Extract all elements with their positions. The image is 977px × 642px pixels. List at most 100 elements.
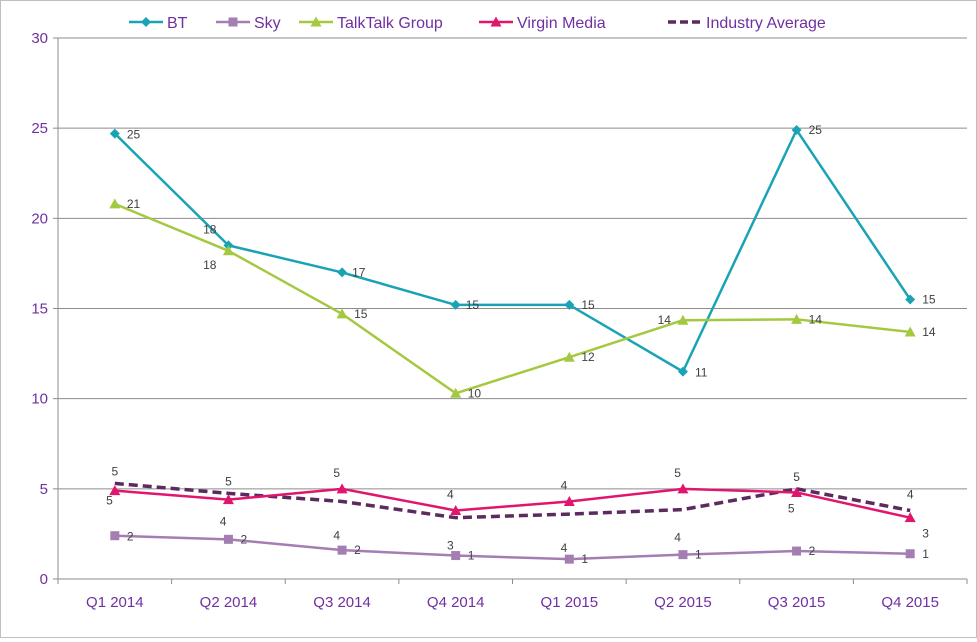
point-sky-3: [451, 551, 461, 561]
point-talktalk-group-3: [450, 387, 462, 398]
grid-layer: [58, 37, 967, 490]
legend-marker-bt: [141, 17, 151, 27]
series-line-virgin-media: [114, 487, 911, 519]
data-label-industry-average-7: 4: [907, 487, 914, 501]
point-bt-3: [450, 299, 461, 310]
data-label-industry-average-5: 4: [674, 531, 681, 545]
point-sky-0: [110, 531, 120, 541]
point-sky-7: [905, 549, 915, 559]
point-virgin-media-4: [563, 495, 575, 506]
point-virgin-media-6: [791, 486, 803, 497]
data-label-sky-0: 2: [127, 530, 134, 544]
series-talktalk-group: [109, 198, 916, 398]
point-bt-0: [109, 128, 120, 139]
data-label-virgin-media-2: 5: [333, 466, 340, 480]
legend-label-bt: BT: [167, 15, 188, 32]
y-tick-label-20: 20: [31, 210, 48, 227]
point-virgin-media-5: [677, 483, 689, 494]
data-label-virgin-media-4: 4: [561, 478, 568, 492]
data-label-industry-average-0: 5: [111, 464, 118, 478]
data-label-industry-average-4: 4: [561, 541, 568, 555]
series-line-sky: [114, 534, 911, 561]
point-bt-4: [564, 299, 575, 310]
point-talktalk-group-6: [791, 313, 803, 324]
x-tick-label-3: Q4 2014: [427, 594, 485, 611]
data-label-sky-6: 2: [809, 544, 816, 558]
data-label-bt-1: 18: [203, 222, 217, 236]
data-label-bt-4: 15: [581, 298, 595, 312]
data-label-talktalk-group-0: 21: [127, 197, 141, 211]
x-tick-label-7: Q4 2015: [881, 594, 939, 611]
x-tick-label-1: Q2 2014: [200, 594, 258, 611]
legend-item-industry-average: Industry Average: [668, 15, 826, 32]
legend-marker-sky: [228, 17, 238, 27]
point-virgin-media-3: [450, 504, 462, 515]
legend-item-talktalk-group: TalkTalk Group: [299, 15, 443, 32]
point-sky-2: [337, 545, 347, 555]
point-talktalk-group-4: [563, 351, 575, 362]
data-label-virgin-media-7: 3: [922, 527, 929, 541]
legend-label-sky: Sky: [254, 15, 281, 32]
data-label-talktalk-group-7: 14: [922, 325, 936, 339]
point-bt-2: [337, 267, 348, 278]
point-sky-1: [223, 534, 233, 544]
data-label-sky-1: 2: [240, 532, 247, 546]
data-label-bt-2: 17: [352, 265, 366, 279]
data-label-talktalk-group-6: 14: [809, 312, 823, 326]
data-label-industry-average-2: 4: [333, 528, 340, 542]
legend-marker-virgin-media: [490, 16, 502, 27]
data-label-talktalk-group-3: 10: [468, 386, 482, 400]
data-label-talktalk-group-1: 18: [203, 258, 217, 272]
y-tick-label-30: 30: [31, 30, 48, 47]
data-label-sky-5: 1: [695, 548, 702, 562]
y-tick-label-15: 15: [31, 301, 48, 318]
legend: BT Sky TalkTalk Group Virgin Media Industry …: [129, 15, 826, 32]
legend-marker-talktalk-group: [310, 16, 322, 27]
data-label-sky-3: 1: [468, 549, 475, 563]
legend-label-talktalk-group: TalkTalk Group: [337, 15, 443, 32]
data-label-industry-average-6: 5: [793, 470, 800, 484]
data-label-talktalk-group-2: 15: [354, 307, 368, 321]
x-tick-label-2: Q3 2014: [313, 594, 371, 611]
point-bt-6: [791, 124, 802, 135]
data-label-industry-average-1: 5: [225, 474, 232, 488]
y-tick-label-5: 5: [40, 481, 48, 498]
legend-item-bt: BT: [129, 15, 188, 32]
x-tick-label-0: Q1 2014: [86, 594, 144, 611]
legend-label-virgin-media: Virgin Media: [517, 15, 606, 32]
legend-item-sky: Sky: [216, 15, 281, 32]
y-tick-label-25: 25: [31, 120, 48, 137]
data-label-bt-6: 25: [809, 123, 823, 137]
point-talktalk-group-5: [677, 314, 689, 325]
y-tick-label-0: 0: [40, 571, 48, 588]
data-label-bt-5: 11: [695, 366, 708, 380]
point-talktalk-group-7: [904, 326, 916, 337]
data-label-bt-7: 15: [922, 292, 936, 306]
point-bt-7: [905, 294, 916, 305]
data-label-bt-3: 15: [466, 298, 480, 312]
data-label-virgin-media-3: 4: [447, 487, 454, 501]
point-virgin-media-2: [336, 483, 348, 494]
point-sky-6: [792, 546, 802, 556]
data-label-virgin-media-6: 5: [788, 501, 795, 515]
x-tick-label-6: Q3 2015: [768, 594, 826, 611]
y-tick-label-10: 10: [31, 391, 48, 408]
series-layer: [109, 124, 916, 564]
legend-label-industry-average: Industry Average: [706, 15, 826, 32]
point-virgin-media-0: [109, 485, 121, 496]
series-line-bt: [113, 128, 912, 373]
point-talktalk-group-0: [109, 198, 121, 209]
data-label-sky-4: 1: [581, 552, 588, 566]
data-label-sky-7: 1: [922, 547, 929, 561]
point-sky-4: [564, 554, 574, 564]
data-label-talktalk-group-4: 12: [581, 350, 595, 364]
data-label-bt-0: 25: [127, 128, 141, 142]
series-virgin-media: [109, 483, 916, 523]
series-sky: [110, 531, 915, 564]
point-sky-5: [678, 550, 688, 560]
point-virgin-media-1: [222, 494, 234, 505]
